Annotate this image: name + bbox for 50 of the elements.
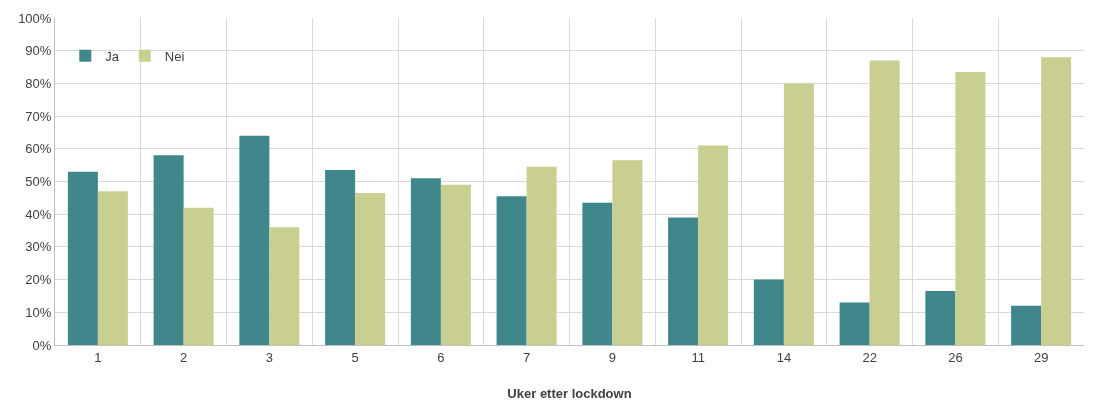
x-tick-label: 2 — [180, 349, 188, 365]
bar — [698, 145, 729, 345]
bar — [440, 184, 471, 345]
bar — [925, 291, 956, 345]
bar — [496, 196, 527, 345]
y-tick-label: 20% — [25, 272, 52, 288]
bar — [668, 217, 699, 345]
y-tick-label: 100% — [18, 10, 52, 26]
x-tick-label: 7 — [523, 349, 531, 365]
x-tick-label: 1 — [94, 349, 102, 365]
legend-label: Ja — [105, 48, 120, 64]
bar — [325, 170, 356, 345]
y-tick-label: 10% — [25, 304, 52, 320]
bar — [269, 227, 300, 345]
y-tick-label: 80% — [25, 75, 52, 91]
bar — [783, 83, 814, 345]
y-tick-label: 90% — [25, 43, 52, 59]
bar — [1011, 305, 1042, 345]
bar — [612, 160, 643, 345]
x-tick-label: 3 — [265, 349, 273, 365]
bar — [97, 191, 128, 345]
x-tick-label: 11 — [691, 349, 705, 365]
y-tick-label: 60% — [25, 141, 52, 157]
y-tick-label: 70% — [25, 108, 52, 124]
x-tick-label: 6 — [437, 349, 445, 365]
legend-label: Nei — [164, 48, 185, 64]
bar — [355, 192, 386, 345]
y-tick-label: 30% — [25, 239, 52, 255]
bar — [239, 135, 270, 345]
x-tick-label: 14 — [776, 349, 792, 365]
bar — [67, 171, 98, 345]
x-tick-label: 5 — [351, 349, 359, 365]
x-tick-label: 26 — [948, 349, 963, 365]
bar — [582, 202, 613, 345]
x-tick-label: 29 — [1033, 349, 1049, 365]
bar — [410, 178, 441, 345]
bar — [869, 60, 900, 345]
y-tick-label: 40% — [25, 206, 52, 222]
x-tick-label: 9 — [608, 349, 616, 365]
bar — [753, 279, 784, 345]
bar — [955, 71, 986, 345]
x-tick-label: 22 — [862, 349, 877, 365]
y-tick-label: 50% — [25, 174, 52, 190]
bar — [1041, 57, 1072, 345]
bar — [526, 166, 557, 345]
x-axis-title: Uker etter lockdown — [507, 386, 632, 402]
y-tick-label: 0% — [32, 337, 52, 353]
bar — [183, 207, 214, 345]
bar — [839, 302, 870, 345]
bar — [153, 155, 184, 345]
